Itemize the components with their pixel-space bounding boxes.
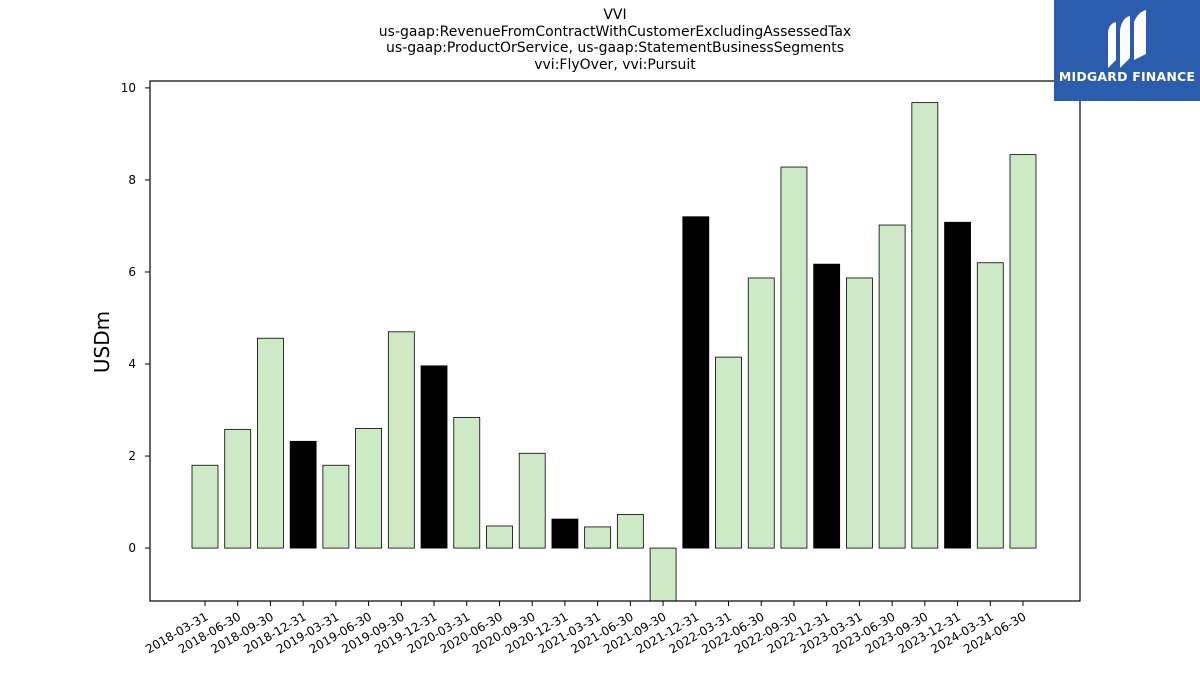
y-tick-label-4: 4: [128, 357, 136, 371]
bar-2022-03-31: [715, 356, 742, 549]
bar-2022-06-30: [747, 277, 775, 549]
bar-2022-12-31: [813, 263, 841, 549]
bar-2018-09-30: [257, 337, 284, 549]
bar-2024-06-30: [1009, 154, 1037, 549]
bar-2023-06-30: [878, 224, 906, 549]
logo-text: MIDGARD FINANCE: [1058, 69, 1196, 84]
bar-2020-06-30: [486, 525, 513, 549]
bar-2018-12-31: [289, 440, 317, 549]
y-tick-label-8: 8: [128, 173, 136, 187]
y-axis-label: USDm: [90, 311, 114, 373]
bar-2021-12-31: [682, 216, 710, 549]
bar-2019-06-30: [355, 428, 383, 549]
chart-title-line-4: vvi:FlyOver, vvi:Pursuit: [534, 56, 696, 73]
bar-2021-06-30: [616, 514, 644, 549]
midgard-logo-mark-icon: [1108, 10, 1146, 68]
y-tick-label-6: 6: [128, 265, 136, 279]
chart-title-line-3: us-gaap:ProductOrService, us-gaap:Statem…: [385, 40, 844, 56]
bar-2021-09-30: [649, 547, 677, 602]
bar-2019-03-31: [322, 464, 350, 549]
bar-2020-03-31: [453, 416, 481, 549]
y-tick-label-10: 10: [121, 81, 136, 95]
bar-2024-03-31: [976, 262, 1004, 549]
y-tick-label-2: 2: [128, 449, 136, 463]
bar-2023-12-31: [944, 221, 971, 549]
chart-title-line-1: VVI: [603, 7, 627, 23]
y-tick-label-0: 0: [128, 541, 136, 555]
bar-2021-03-31: [584, 526, 612, 549]
bar-2018-06-30: [224, 428, 252, 549]
bar-2020-12-31: [551, 518, 579, 549]
bar-2023-03-31: [846, 277, 873, 549]
plot-frame: [149, 80, 1081, 602]
chart-title-line-2: us-gaap:RevenueFromContractWithCustomerE…: [378, 23, 852, 40]
midgard-finance-logo: MIDGARD FINANCE: [1054, 0, 1200, 101]
bar-2019-09-30: [387, 331, 415, 549]
bar-2022-09-30: [780, 166, 808, 549]
bar-2019-12-31: [420, 365, 448, 549]
bar-2020-09-30: [518, 452, 546, 549]
bar-2023-09-30: [911, 102, 939, 549]
bar-2018-03-31: [191, 464, 219, 549]
